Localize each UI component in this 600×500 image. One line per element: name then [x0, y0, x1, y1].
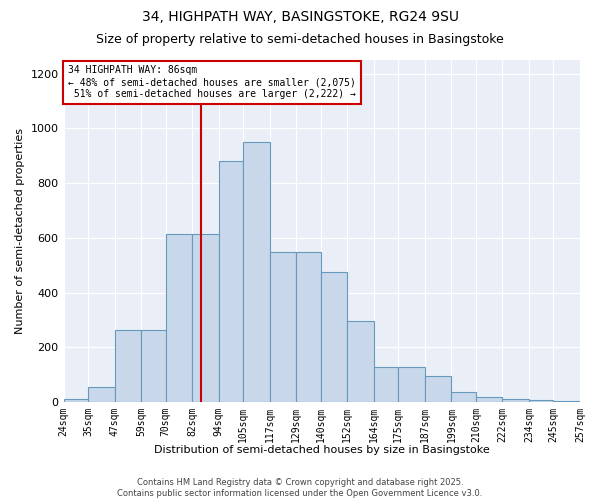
Text: 34 HIGHPATH WAY: 86sqm
← 48% of semi-detached houses are smaller (2,075)
 51% of: 34 HIGHPATH WAY: 86sqm ← 48% of semi-det… [68, 66, 356, 98]
Bar [243, 142, 269, 402]
Bar [553, 400, 580, 402]
Bar [374, 366, 398, 402]
Bar [502, 398, 529, 402]
Bar [347, 322, 374, 402]
X-axis label: Distribution of semi-detached houses by size in Basingstoke: Distribution of semi-detached houses by … [154, 445, 490, 455]
Bar [141, 330, 166, 402]
Text: Size of property relative to semi-detached houses in Basingstoke: Size of property relative to semi-detach… [96, 32, 504, 46]
Y-axis label: Number of semi-detached properties: Number of semi-detached properties [15, 128, 25, 334]
Bar [88, 387, 115, 402]
Bar [529, 400, 553, 402]
Bar [451, 392, 476, 402]
Bar [269, 252, 296, 402]
Text: Contains HM Land Registry data © Crown copyright and database right 2025.
Contai: Contains HM Land Registry data © Crown c… [118, 478, 482, 498]
Bar [398, 366, 425, 402]
Text: 34, HIGHPATH WAY, BASINGSTOKE, RG24 9SU: 34, HIGHPATH WAY, BASINGSTOKE, RG24 9SU [142, 10, 458, 24]
Bar [192, 234, 219, 402]
Bar [320, 272, 347, 402]
Bar [64, 400, 88, 402]
Bar [425, 376, 451, 402]
Bar [115, 330, 141, 402]
Bar [219, 162, 243, 402]
Bar [166, 234, 192, 402]
Bar [580, 400, 600, 402]
Bar [476, 397, 502, 402]
Bar [296, 252, 320, 402]
